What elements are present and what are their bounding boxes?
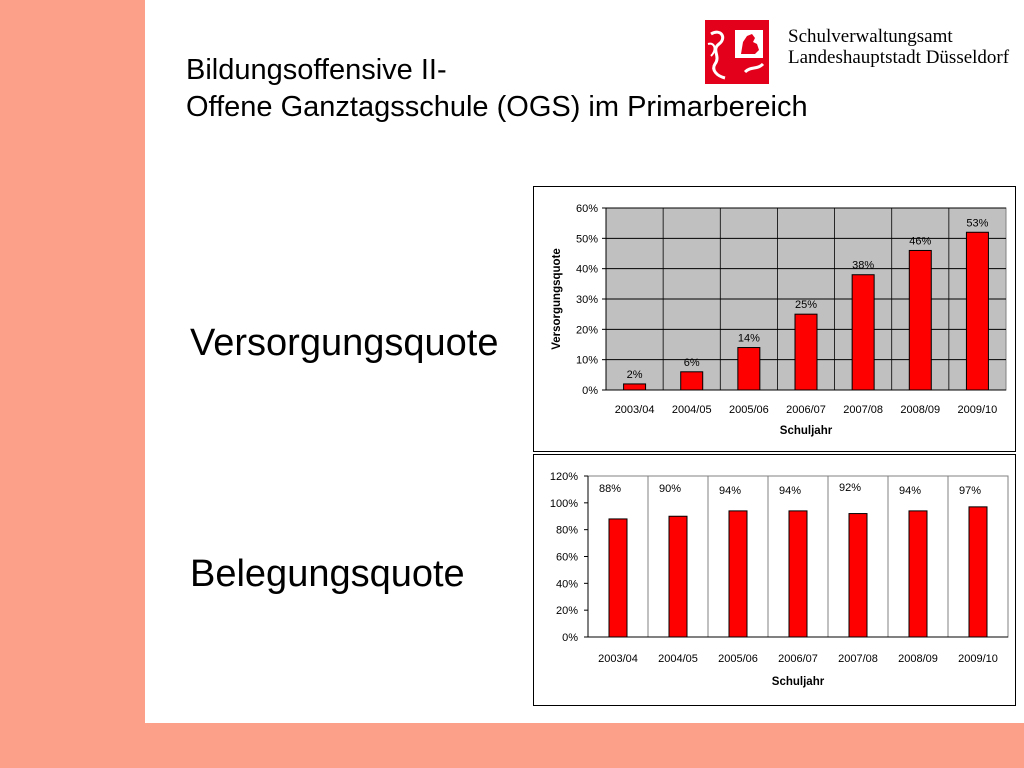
bar [788, 510, 808, 638]
bar [668, 515, 688, 638]
bar [623, 383, 647, 391]
y-tick-label: 0% [562, 632, 578, 644]
x-axis-title: Schuljahr [772, 676, 825, 688]
x-tick-label: 2009/10 [958, 404, 998, 416]
data-label: 6% [684, 357, 700, 369]
data-label: 90% [659, 483, 681, 495]
x-tick-label: 2008/09 [898, 653, 938, 665]
x-tick-label: 2005/06 [729, 404, 769, 416]
x-tick-label: 2004/05 [658, 653, 698, 665]
bar [728, 510, 748, 638]
y-tick-label: 40% [576, 264, 598, 276]
y-axis-title: Versorgungsquote [551, 248, 563, 350]
x-tick-label: 2006/07 [786, 404, 826, 416]
x-axis-title: Schuljahr [780, 425, 833, 437]
bar [680, 371, 704, 391]
y-tick-label: 80% [556, 525, 578, 537]
data-label: 88% [599, 483, 621, 495]
side-panel [0, 0, 145, 768]
x-tick-label: 2006/07 [778, 653, 818, 665]
x-tick-label: 2009/10 [958, 653, 998, 665]
data-label: 92% [839, 482, 861, 494]
bar [908, 249, 932, 391]
data-label: 53% [966, 217, 988, 229]
versorgungsquote-chart: 0% 10% 20% 30% 40% 50% 60% 2003/04 2% 2004/05 6% 20… [533, 186, 1016, 452]
y-tick-label: 20% [576, 324, 598, 336]
data-label: 46% [909, 235, 931, 247]
x-tick-label: 2004/05 [672, 404, 712, 416]
bar [608, 518, 628, 638]
x-tick-label: 2005/06 [718, 653, 758, 665]
data-label: 94% [719, 485, 741, 497]
y-tick-label: 0% [582, 385, 598, 397]
y-tick-label: 60% [576, 203, 598, 215]
belegungsquote-label: Belegungsquote [190, 553, 465, 595]
slide-title: Bildungsoffensive II- Offene Ganztagssch… [186, 52, 808, 126]
x-tick-label: 2007/08 [843, 404, 883, 416]
versorgungsquote-label: Versorgungsquote [190, 322, 499, 364]
y-tick-label: 30% [576, 294, 598, 306]
y-tick-label: 10% [576, 355, 598, 367]
bar [851, 274, 875, 391]
organization-name: Schulverwaltungsamt Landeshauptstadt Düs… [788, 26, 1009, 68]
org-line-2: Landeshauptstadt Düsseldorf [788, 47, 1010, 68]
data-label: 97% [959, 485, 981, 497]
belegungsquote-chart: 0% 20% 40% 60% 80% 100% 120% 2003/04 88% 2004/05 9… [533, 454, 1016, 706]
data-label: 38% [852, 260, 874, 272]
y-tick-label: 100% [550, 498, 578, 510]
data-label: 2% [627, 369, 643, 381]
bar [968, 506, 988, 638]
y-tick-label: 50% [576, 233, 598, 245]
duesseldorf-lion-logo-icon [705, 20, 769, 84]
data-label: 94% [779, 485, 801, 497]
bar [737, 347, 761, 391]
x-tick-label: 2003/04 [615, 404, 655, 416]
x-tick-label: 2003/04 [598, 653, 638, 665]
data-label: 94% [899, 485, 921, 497]
x-tick-label: 2008/09 [900, 404, 940, 416]
bar [908, 510, 928, 638]
y-tick-label: 40% [556, 578, 578, 590]
title-line-2: Offene Ganztagsschule (OGS) im Primarber… [186, 91, 808, 123]
title-line-1: Bildungsoffensive II- [186, 54, 447, 86]
org-line-1: Schulverwaltungsamt [788, 26, 953, 47]
bar [794, 313, 818, 391]
bar [965, 231, 989, 391]
data-label: 14% [738, 333, 760, 345]
data-label: 25% [795, 299, 817, 311]
bar [848, 513, 868, 638]
y-tick-label: 60% [556, 552, 578, 564]
y-tick-label: 20% [556, 605, 578, 617]
y-tick-label: 120% [550, 471, 578, 483]
bottom-band [0, 723, 1024, 768]
x-tick-label: 2007/08 [838, 653, 878, 665]
